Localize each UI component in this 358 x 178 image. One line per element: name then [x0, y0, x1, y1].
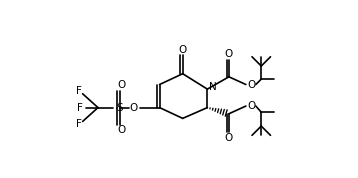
Text: F: F	[76, 119, 82, 129]
Text: O: O	[118, 125, 126, 135]
Text: O: O	[225, 49, 233, 59]
Text: O: O	[247, 101, 255, 111]
Text: O: O	[225, 133, 233, 143]
Text: F: F	[76, 87, 82, 96]
Text: O: O	[129, 103, 137, 113]
Text: O: O	[179, 45, 187, 55]
Text: O: O	[247, 80, 255, 90]
Text: F: F	[77, 103, 82, 113]
Text: S: S	[116, 103, 123, 113]
Text: O: O	[118, 80, 126, 90]
Text: N: N	[209, 82, 217, 92]
